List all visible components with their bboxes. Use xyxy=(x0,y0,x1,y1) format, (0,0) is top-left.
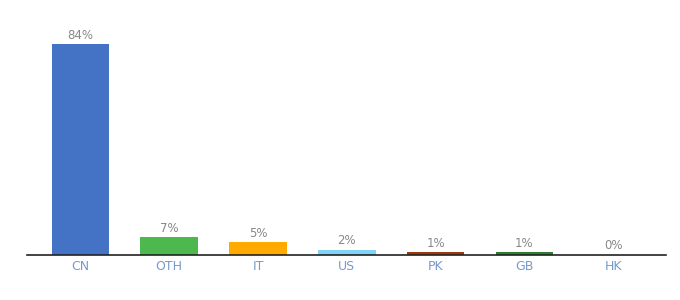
Text: 7%: 7% xyxy=(160,222,179,235)
Text: 1%: 1% xyxy=(515,237,534,250)
Bar xyxy=(318,250,375,255)
Text: 5%: 5% xyxy=(249,227,267,240)
Text: 84%: 84% xyxy=(67,28,93,42)
Bar xyxy=(52,44,109,255)
Text: 0%: 0% xyxy=(604,239,622,253)
Bar xyxy=(229,242,287,255)
Bar xyxy=(496,253,554,255)
Text: 1%: 1% xyxy=(426,237,445,250)
Text: 2%: 2% xyxy=(337,235,356,248)
Bar xyxy=(407,253,464,255)
Bar xyxy=(140,237,198,255)
